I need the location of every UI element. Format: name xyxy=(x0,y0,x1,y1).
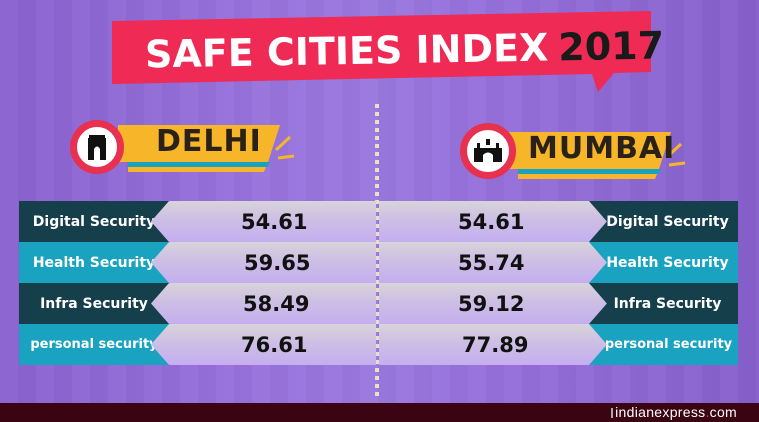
brand-watermark: indianexpress.com xyxy=(611,403,737,422)
india-gate-icon xyxy=(70,120,124,174)
badge-shape xyxy=(508,132,686,179)
city-name-delhi: DELHI xyxy=(156,124,262,159)
gateway-of-india-icon xyxy=(460,123,516,179)
category-label: Infra Security xyxy=(19,283,169,324)
mumbai-value: 55.74 xyxy=(458,250,525,275)
delhi-value: 76.61 xyxy=(241,332,308,357)
category-label: personal security xyxy=(589,324,738,365)
badge-shape xyxy=(118,125,295,172)
value-pill xyxy=(151,242,376,283)
category-label: Health Security xyxy=(19,242,169,283)
mumbai-table: Digital Security 54.61 Health Security 5… xyxy=(379,201,738,366)
table-row: Infra Security 59.12 xyxy=(379,283,738,324)
category-label: Infra Security xyxy=(589,283,738,324)
mumbai-value: 59.12 xyxy=(458,291,525,316)
category-label: Digital Security xyxy=(589,201,738,242)
city-header-delhi: DELHI xyxy=(68,110,298,180)
title-year: 2017 xyxy=(557,23,665,70)
category-label: Digital Security xyxy=(19,201,169,242)
table-row: personal security 76.61 xyxy=(19,324,376,365)
category-label: Health Security xyxy=(589,242,738,283)
value-pill xyxy=(151,201,376,242)
value-pill xyxy=(379,242,619,283)
value-pill xyxy=(379,201,619,242)
title-banner: SAFE CITIES INDEX 2017 xyxy=(0,0,759,100)
value-pill xyxy=(151,324,376,365)
brand-mark-icon xyxy=(611,408,614,419)
banner-shape xyxy=(112,11,651,92)
title-main: SAFE CITIES INDEX xyxy=(144,25,549,77)
table-row: Health Security 55.74 xyxy=(379,242,738,283)
brand-tld: com xyxy=(709,404,737,420)
brand-name: indianexpress xyxy=(615,404,706,420)
brand-dot: . xyxy=(705,404,710,420)
delhi-value: 58.49 xyxy=(243,291,310,316)
mumbai-value: 77.89 xyxy=(462,332,529,357)
table-row: Infra Security 58.49 xyxy=(19,283,376,324)
table-row: Digital Security 54.61 xyxy=(379,201,738,242)
city-header-mumbai: MUMBAI xyxy=(458,117,698,187)
delhi-value: 59.65 xyxy=(244,250,311,275)
footer-bar: indianexpress.com xyxy=(0,403,759,422)
delhi-table: Digital Security 54.61 Health Security 5… xyxy=(19,201,376,366)
table-row: personal security 77.89 xyxy=(379,324,738,365)
value-pill xyxy=(151,283,376,324)
city-name-mumbai: MUMBAI xyxy=(528,131,676,166)
value-pill xyxy=(379,324,619,365)
dotted-divider xyxy=(375,104,379,400)
category-label: personal security xyxy=(19,324,169,365)
table-row: Health Security 59.65 xyxy=(19,242,376,283)
value-pill xyxy=(379,283,619,324)
mumbai-value: 54.61 xyxy=(458,209,525,234)
delhi-value: 54.61 xyxy=(241,209,308,234)
page-title: SAFE CITIES INDEX 2017 xyxy=(145,23,665,76)
table-row: Digital Security 54.61 xyxy=(19,201,376,242)
